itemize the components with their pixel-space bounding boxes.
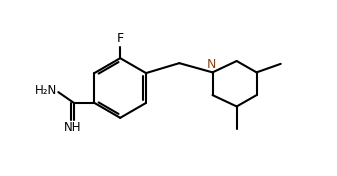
Text: NH: NH bbox=[64, 121, 81, 134]
Text: H₂N: H₂N bbox=[35, 84, 57, 98]
Text: N: N bbox=[207, 58, 216, 71]
Text: F: F bbox=[117, 32, 124, 45]
